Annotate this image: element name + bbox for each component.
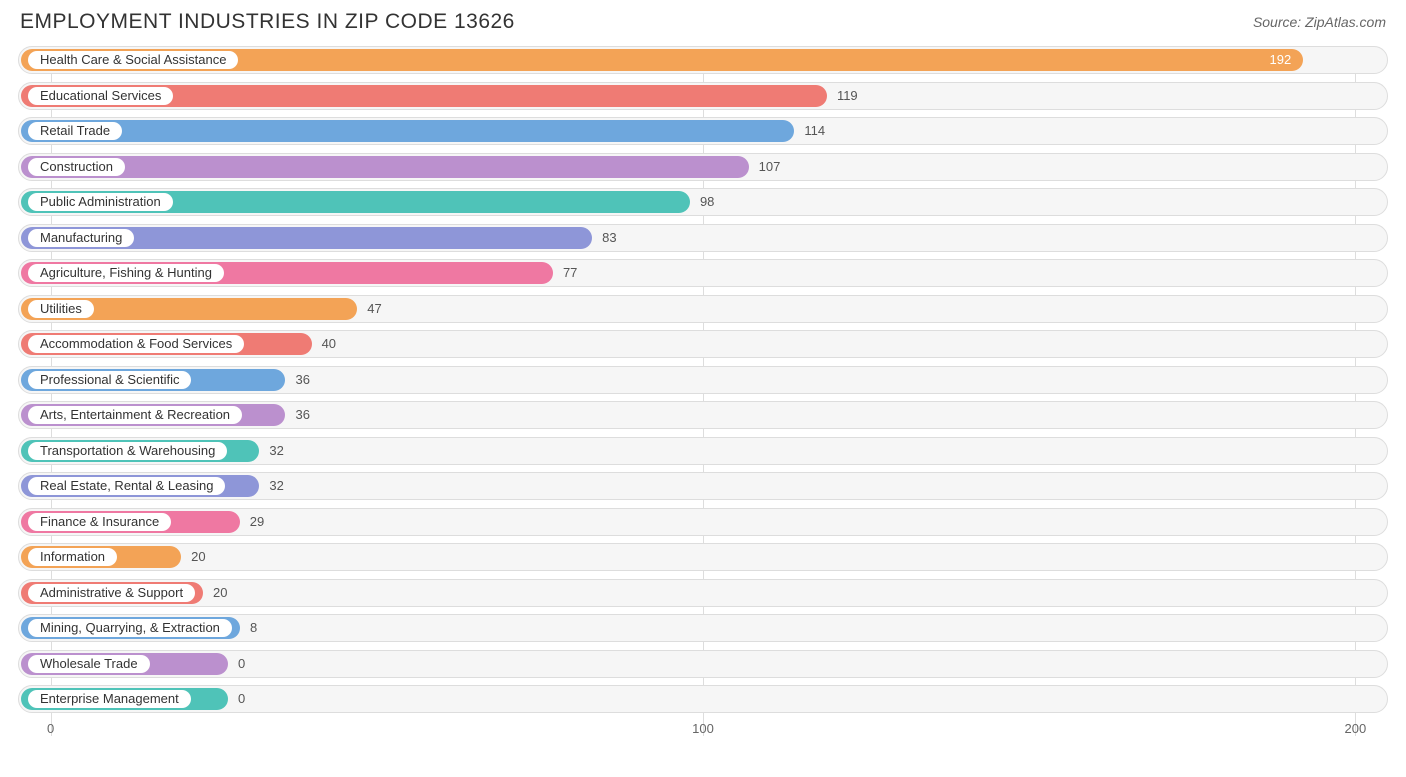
bar-row: Finance & Insurance 29	[18, 508, 1388, 536]
bar-value: 32	[269, 437, 283, 465]
bar-label: Real Estate, Rental & Leasing	[28, 477, 225, 495]
bar-label: Professional & Scientific	[28, 371, 191, 389]
bar-value: 119	[837, 82, 858, 110]
bar-row: Utilities 47	[18, 295, 1388, 323]
bar-row: Mining, Quarrying, & Extraction 8	[18, 614, 1388, 642]
bar-row: Professional & Scientific 36	[18, 366, 1388, 394]
x-axis: 0 100 200	[18, 721, 1388, 741]
bar-value: 192	[1270, 46, 1292, 74]
bar-value: 77	[563, 259, 577, 287]
bar-row: Agriculture, Fishing & Hunting 77	[18, 259, 1388, 287]
bar-label: Retail Trade	[28, 122, 122, 140]
bar-fill	[21, 120, 794, 142]
bar-value: 83	[602, 224, 616, 252]
bar-label: Enterprise Management	[28, 690, 191, 708]
bar-value: 40	[322, 330, 336, 358]
bar-value: 107	[759, 153, 781, 181]
bar-label: Finance & Insurance	[28, 513, 171, 531]
bar-label: Utilities	[28, 300, 94, 318]
axis-tick: 100	[692, 721, 714, 736]
bar-value: 29	[250, 508, 264, 536]
bar-value: 47	[367, 295, 381, 323]
bar-row: Construction 107	[18, 153, 1388, 181]
bar-value: 98	[700, 188, 714, 216]
bar-row: Real Estate, Rental & Leasing 32	[18, 472, 1388, 500]
bar-label: Educational Services	[28, 87, 173, 105]
bar-label: Information	[28, 548, 117, 566]
bar-row: Arts, Entertainment & Recreation 36	[18, 401, 1388, 429]
bar-value: 0	[238, 685, 245, 713]
bar-value: 32	[269, 472, 283, 500]
bar-value: 0	[238, 650, 245, 678]
bar-row: Retail Trade 114	[18, 117, 1388, 145]
bar-value: 20	[191, 543, 205, 571]
bars-container: Health Care & Social Assistance 192 Educat…	[18, 46, 1388, 713]
bar-label: Manufacturing	[28, 229, 134, 247]
source-name: ZipAtlas.com	[1305, 14, 1386, 30]
chart-title: EMPLOYMENT INDUSTRIES IN ZIP CODE 13626	[20, 10, 515, 34]
bar-label: Public Administration	[28, 193, 173, 211]
bar-value: 114	[804, 117, 825, 145]
bar-value: 20	[213, 579, 227, 607]
bar-label: Construction	[28, 158, 125, 176]
bar-label: Health Care & Social Assistance	[28, 51, 238, 69]
bar-row: Transportation & Warehousing 32	[18, 437, 1388, 465]
bar-label: Arts, Entertainment & Recreation	[28, 406, 242, 424]
bar-value: 8	[250, 614, 257, 642]
chart-source: Source: ZipAtlas.com	[1253, 14, 1386, 30]
bar-row: Accommodation & Food Services 40	[18, 330, 1388, 358]
bar-fill	[21, 156, 749, 178]
source-label: Source:	[1253, 14, 1301, 30]
bar-row: Wholesale Trade 0	[18, 650, 1388, 678]
chart-area: Health Care & Social Assistance 192 Educat…	[18, 46, 1388, 736]
axis-tick: 0	[47, 721, 54, 736]
bar-value: 36	[295, 366, 309, 394]
bar-label: Wholesale Trade	[28, 655, 150, 673]
bar-value: 36	[295, 401, 309, 429]
bar-row: Health Care & Social Assistance 192	[18, 46, 1388, 74]
bar-label: Accommodation & Food Services	[28, 335, 244, 353]
bar-label: Mining, Quarrying, & Extraction	[28, 619, 232, 637]
bar-row: Public Administration 98	[18, 188, 1388, 216]
bar-label: Transportation & Warehousing	[28, 442, 227, 460]
bar-row: Information 20	[18, 543, 1388, 571]
bar-row: Manufacturing 83	[18, 224, 1388, 252]
chart-header: EMPLOYMENT INDUSTRIES IN ZIP CODE 13626 …	[0, 0, 1406, 40]
bar-row: Enterprise Management 0	[18, 685, 1388, 713]
bar-row: Administrative & Support 20	[18, 579, 1388, 607]
bar-row: Educational Services 119	[18, 82, 1388, 110]
axis-tick: 200	[1345, 721, 1367, 736]
bar-label: Agriculture, Fishing & Hunting	[28, 264, 224, 282]
bar-label: Administrative & Support	[28, 584, 195, 602]
bar-track	[18, 543, 1388, 571]
